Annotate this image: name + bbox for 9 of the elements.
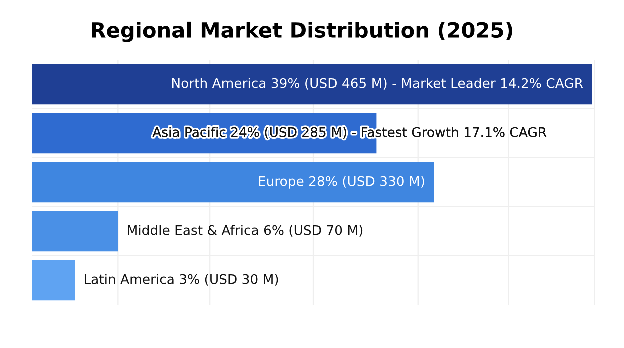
data-label: Latin America 3% (USD 30 M) bbox=[85, 274, 278, 286]
bar bbox=[32, 260, 76, 301]
bar bbox=[32, 162, 434, 203]
data-label: North America 39% (USD 465 M) - Market Leader 14.2% CAGR bbox=[172, 78, 584, 90]
data-label: Europe 28% (USD 330 M) bbox=[259, 176, 424, 189]
bar bbox=[32, 64, 592, 105]
chart-title: Regional Market Distribution (2025) bbox=[92, 22, 512, 42]
data-label: Middle East & Africa 6% (USD 70 M) bbox=[128, 225, 363, 237]
bar bbox=[32, 211, 118, 252]
